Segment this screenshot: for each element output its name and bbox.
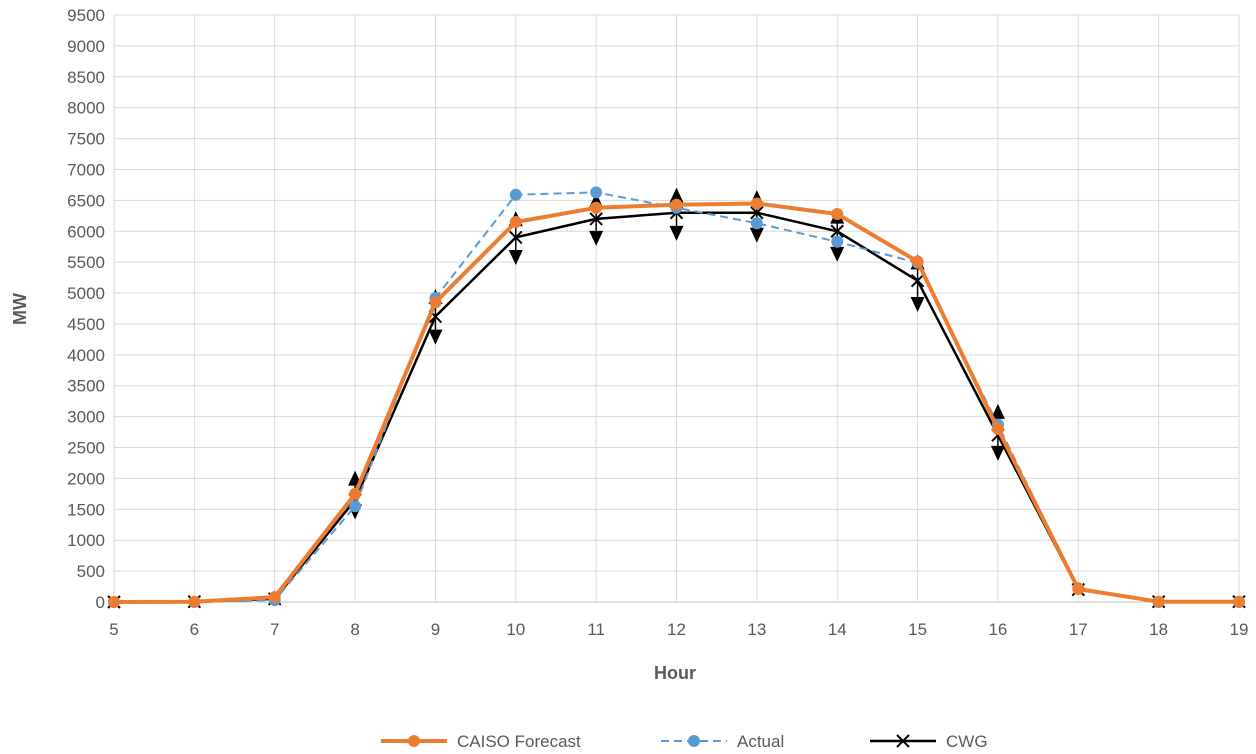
y-tick-label: 2000 [67, 469, 105, 488]
data-point-caiso-forecast [429, 296, 442, 309]
legend-marker [896, 734, 910, 748]
data-point-caiso-forecast [831, 207, 844, 220]
y-tick-label: 8000 [67, 99, 105, 118]
data-point-caiso-forecast [188, 595, 201, 608]
data-point-caiso-forecast [670, 198, 683, 211]
y-tick-label: 2500 [67, 439, 105, 458]
data-point-caiso-forecast [509, 215, 522, 228]
x-tick-label: 6 [190, 620, 199, 639]
y-tick-label: 4500 [67, 315, 105, 334]
legend: CAISO Forecast Actual CWG [381, 732, 988, 751]
y-tick-label: 9500 [67, 6, 105, 25]
data-point-actual [590, 186, 603, 199]
legend-item-cwg: CWG [870, 732, 988, 751]
x-tick-label: 12 [667, 620, 686, 639]
error-cap-lower [508, 249, 523, 265]
plot-area [107, 186, 1246, 609]
data-point-caiso-forecast [991, 422, 1004, 435]
y-tick-label: 7500 [67, 130, 105, 149]
y-tick-label: 1500 [67, 500, 105, 519]
legend-item-caiso-forecast: CAISO Forecast [381, 732, 581, 751]
error-cap-lower [990, 445, 1005, 461]
data-point-caiso-forecast [590, 201, 603, 214]
x-tick-label: 18 [1149, 620, 1168, 639]
y-tick-label: 4000 [67, 346, 105, 365]
chart-gridlines [113, 14, 1240, 603]
error-cap-lower [910, 296, 925, 312]
data-point-actual [509, 188, 522, 201]
y-axis-ticks: 0 500 1000 1500 2000 2500 3000 3500 4000 4500 5000… [67, 6, 105, 612]
error-cap-lower [749, 227, 764, 243]
x-tick-label: 7 [270, 620, 279, 639]
data-point-caiso-forecast [349, 487, 362, 500]
y-tick-label: 1000 [67, 531, 105, 550]
y-tick-label: 3500 [67, 377, 105, 396]
x-tick-label: 19 [1230, 620, 1249, 639]
x-tick-label: 14 [828, 620, 847, 639]
data-point-caiso-forecast [911, 255, 924, 268]
data-point-caiso-forecast [750, 197, 763, 210]
legend-label: CWG [946, 732, 988, 751]
y-tick-label: 5500 [67, 253, 105, 272]
y-tick-label: 0 [96, 593, 105, 612]
error-cap-upper [990, 403, 1005, 419]
legend-marker [688, 735, 700, 747]
y-tick-label: 9000 [67, 37, 105, 56]
data-point-caiso-forecast [1152, 595, 1165, 608]
y-tick-label: 6000 [67, 222, 105, 241]
y-tick-label: 3000 [67, 408, 105, 427]
x-axis-title: Hour [654, 663, 696, 683]
data-point-caiso-forecast [1072, 583, 1085, 596]
legend-label: Actual [737, 732, 784, 751]
x-axis-ticks: 5 6 7 8 9 10 11 12 13 14 15 16 17 18 19 [109, 620, 1248, 639]
data-point-caiso-forecast [1233, 595, 1245, 608]
y-tick-label: 8500 [67, 68, 105, 87]
data-point-actual [750, 217, 763, 230]
x-tick-label: 10 [506, 620, 525, 639]
error-cap-lower [830, 246, 845, 262]
y-axis-title: MW [10, 293, 30, 325]
data-point-caiso-forecast [268, 591, 281, 604]
legend-marker [408, 735, 420, 747]
x-tick-label: 9 [431, 620, 440, 639]
x-tick-label: 11 [587, 620, 605, 639]
x-tick-label: 15 [908, 620, 927, 639]
y-tick-label: 7000 [67, 160, 105, 179]
y-tick-label: 5000 [67, 284, 105, 303]
x-tick-label: 8 [350, 620, 359, 639]
error-cap-lower [669, 225, 684, 241]
x-tick-label: 5 [109, 620, 118, 639]
data-point-actual [831, 235, 844, 248]
y-tick-label: 500 [77, 562, 105, 581]
x-tick-label: 17 [1069, 620, 1088, 639]
x-tick-label: 13 [747, 620, 766, 639]
x-tick-label: 16 [988, 620, 1007, 639]
error-cap-lower [428, 329, 443, 345]
legend-item-actual: Actual [661, 732, 784, 751]
data-point-actual [349, 500, 362, 513]
data-point-caiso-forecast [108, 596, 120, 608]
legend-label: CAISO Forecast [457, 732, 581, 751]
y-tick-label: 6500 [67, 191, 105, 210]
error-cap-lower [589, 230, 604, 246]
error-cap-upper [669, 187, 684, 203]
